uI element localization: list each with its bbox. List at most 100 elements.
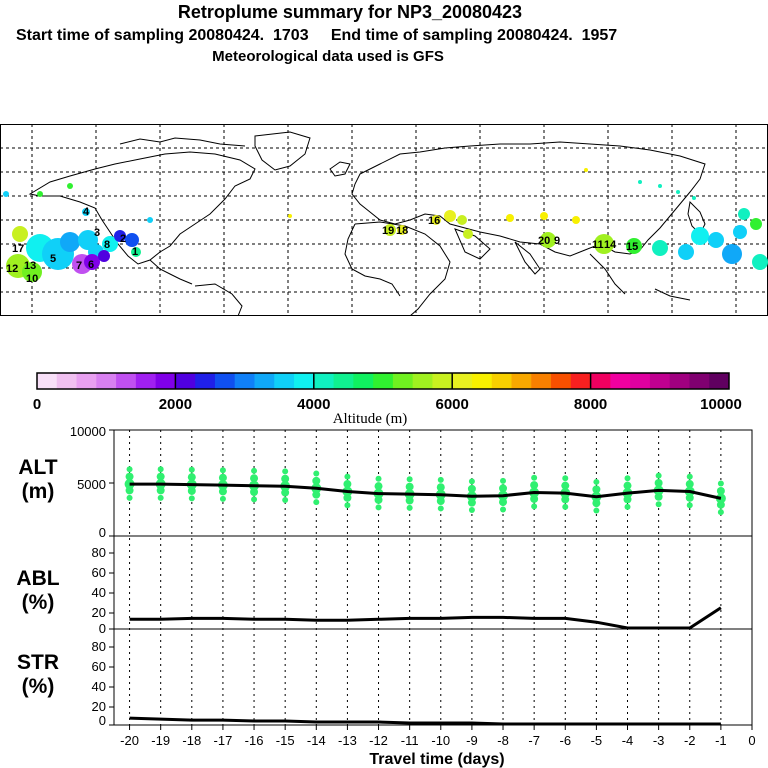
alt-scatter-point [717,509,724,516]
alt-scatter [124,466,726,516]
str-tick-80: 80 [92,639,106,654]
colorbar-cell [175,373,196,389]
alt-scatter-point [592,485,601,494]
plume-trajectory [3,168,768,282]
alt-scatter-point [562,475,569,482]
abl-unit: (%) [22,591,55,614]
x-tick-label: -17 [214,733,233,748]
colorbar-cell [392,373,414,389]
x-tick-label: -18 [182,733,201,748]
alt-scatter-point [437,505,444,512]
alt-scatter-point [530,481,539,490]
alt-scatter-point [468,478,475,485]
alt-scatter-point [250,474,259,483]
x-axis-label: Travel time (days) [369,751,504,768]
alt-scatter-point [374,482,383,491]
alt-unit: (m) [22,480,55,503]
x-tick-label: -11 [401,733,419,748]
map-label-day-15: 15 [626,241,638,253]
colorbar-cell [313,373,335,389]
alt-scatter-point [126,466,133,473]
alt-scatter-point [531,474,538,481]
alt-scatter-point [437,476,444,483]
map-label-day-8: 8 [104,239,110,251]
alt-scatter-point [686,473,693,480]
alt-scatter-point [716,486,725,495]
alt-scatter-point [312,476,321,485]
str-tick-20: 20 [92,699,106,714]
alt-scatter-point [717,480,724,487]
map-label-day-16: 16 [428,215,440,227]
x-tick-label: -20 [120,733,139,748]
colorbar-cell [294,373,315,389]
x-tick-label: -4 [622,733,634,748]
map-label-day-14: 14 [604,239,617,251]
alt-scatter-point [375,504,382,511]
colorbar-tick-6000: 6000 [436,396,469,413]
map-label-day-7: 7 [76,260,82,272]
retroplume-map: 12 13 10 17 5 7 6 8 3 2 4 1 19 18 16 20 … [0,124,768,316]
map-label-day-18: 18 [396,225,408,237]
abl-tick-20: 20 [92,605,106,620]
alt-scatter-point [406,504,413,511]
alt-scatter-point [655,472,662,479]
map-label-day-9: 9 [554,235,560,247]
coastlines [28,131,706,316]
alt-scatter-point [251,496,258,503]
alt-scatter-point [343,480,352,489]
alt-scatter-point [624,503,631,510]
x-tick-label: -13 [338,733,357,748]
alt-tick-5000: 5000 [77,477,106,492]
str-tick-40: 40 [92,679,106,694]
alt-label: ALT [18,456,57,479]
alt-scatter-point [282,468,289,475]
alt-scatter-point [499,484,508,493]
colorbar-cell [274,373,295,389]
colorbar-cell [37,373,58,389]
map-label-day-6: 6 [88,259,94,271]
alt-scatter-point [124,479,135,490]
colorbar-cell [214,373,236,389]
alt-line [129,482,722,500]
map-label-day-10: 10 [26,273,38,285]
alt-scatter-point [126,494,133,501]
colorbar-tick-10000: 10000 [700,396,742,413]
str-panel-frame [113,628,753,726]
x-tick-label: -5 [591,733,603,748]
alt-scatter-point [562,503,569,510]
colorbar-cell [551,373,572,389]
abl-line [129,606,722,630]
colorbar-cell [135,373,157,389]
map-label-day-20: 20 [538,235,550,247]
abl-tick-40: 40 [92,585,106,600]
x-tick-label: -12 [369,733,388,748]
colorbar-cell [630,373,651,389]
alt-scatter-point [623,481,632,490]
time-series-panels: ALT (m) ABL (%) STR (%) 10000 5000 0 80 … [16,425,755,768]
plume-day-labels: 12 13 10 17 5 7 6 8 3 2 4 1 19 18 16 20 … [6,206,638,285]
colorbar-tick-8000: 8000 [574,396,607,413]
abl-panel-frame [113,535,753,630]
colorbar-cell [353,373,374,389]
map-label-day-3: 3 [94,227,100,239]
colorbar-tick-4000: 4000 [297,396,330,413]
str-unit: (%) [22,675,55,698]
alt-scatter-point [313,499,320,506]
map-label-day-11: 11 [592,239,604,251]
colorbar-cell [590,373,611,389]
abl-label: ABL [16,567,59,590]
x-tick-label: -10 [431,733,450,748]
map-label-day-17: 17 [12,243,24,255]
alt-scatter-point [219,495,226,502]
x-tick-label: -2 [684,733,696,748]
alt-scatter-point [188,495,195,502]
map-label-day-4: 4 [83,206,90,218]
alt-scatter-point [157,494,164,501]
day-guides [129,430,722,725]
colorbar-tick-2000: 2000 [159,396,192,413]
x-tick-label: -7 [528,733,540,748]
x-tick-label: -16 [245,733,264,748]
alt-scatter-point [375,475,382,482]
alt-scatter-point [344,473,351,480]
colorbar-cell [689,373,710,389]
